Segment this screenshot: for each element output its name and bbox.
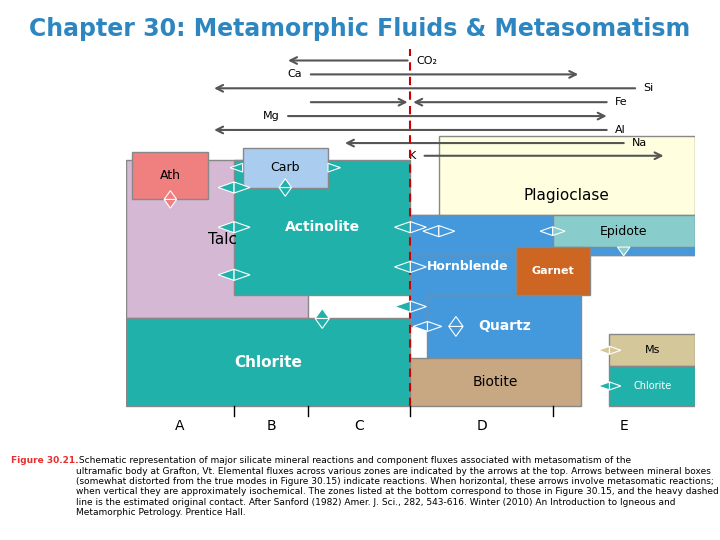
Bar xyxy=(516,247,590,295)
Polygon shape xyxy=(449,316,463,326)
Polygon shape xyxy=(218,269,234,280)
Bar xyxy=(428,295,581,358)
Polygon shape xyxy=(540,227,553,235)
Polygon shape xyxy=(328,163,341,172)
Text: Ms: Ms xyxy=(644,345,660,355)
Polygon shape xyxy=(279,179,292,187)
Text: CO₂: CO₂ xyxy=(416,56,437,65)
Text: B: B xyxy=(266,418,276,433)
Text: Na: Na xyxy=(632,138,647,148)
Text: Chlorite: Chlorite xyxy=(234,355,302,370)
Text: Schematic representation of major silicate mineral reactions and component fluxe: Schematic representation of major silica… xyxy=(76,456,719,517)
Text: Mg: Mg xyxy=(263,111,279,121)
Text: Hornblende: Hornblende xyxy=(426,260,508,273)
Polygon shape xyxy=(164,191,176,199)
Text: D: D xyxy=(476,418,487,433)
Polygon shape xyxy=(609,382,621,390)
Polygon shape xyxy=(395,221,410,233)
Polygon shape xyxy=(218,221,234,233)
Text: Si: Si xyxy=(644,83,654,93)
Bar xyxy=(410,215,720,255)
Polygon shape xyxy=(315,308,329,319)
Polygon shape xyxy=(410,301,426,312)
Text: Al: Al xyxy=(615,125,626,135)
Polygon shape xyxy=(315,319,329,328)
Bar xyxy=(439,136,695,255)
Polygon shape xyxy=(395,261,410,273)
Polygon shape xyxy=(449,326,463,336)
Text: Chlorite: Chlorite xyxy=(633,381,671,391)
Polygon shape xyxy=(410,261,426,273)
Bar xyxy=(126,319,410,406)
Bar xyxy=(132,152,209,199)
Polygon shape xyxy=(230,163,243,172)
Text: Actinolite: Actinolite xyxy=(284,220,360,234)
Polygon shape xyxy=(413,321,428,332)
Bar xyxy=(410,358,581,406)
Text: Plagioclase: Plagioclase xyxy=(524,188,610,203)
Polygon shape xyxy=(279,187,292,196)
Polygon shape xyxy=(164,199,176,208)
Bar xyxy=(234,160,410,295)
Text: Talc: Talc xyxy=(208,232,237,247)
Polygon shape xyxy=(395,301,410,312)
Polygon shape xyxy=(234,221,250,233)
Polygon shape xyxy=(618,247,630,256)
Polygon shape xyxy=(439,226,455,237)
Text: Garnet: Garnet xyxy=(531,266,574,276)
Polygon shape xyxy=(410,221,426,233)
Bar xyxy=(243,148,328,187)
Polygon shape xyxy=(609,346,621,354)
Bar xyxy=(126,160,308,319)
Polygon shape xyxy=(423,226,439,237)
Polygon shape xyxy=(553,227,565,235)
Bar xyxy=(609,334,695,366)
Polygon shape xyxy=(234,182,250,193)
Text: Chapter 30: Metamorphic Fluids & Metasomatism: Chapter 30: Metamorphic Fluids & Metasom… xyxy=(30,17,690,41)
Text: Biotite: Biotite xyxy=(473,375,518,389)
Text: Epidote: Epidote xyxy=(600,225,647,238)
Text: C: C xyxy=(354,418,364,433)
Polygon shape xyxy=(598,382,609,390)
Bar xyxy=(609,366,695,406)
Text: Ca: Ca xyxy=(288,70,302,79)
Text: E: E xyxy=(619,418,628,433)
Polygon shape xyxy=(234,269,250,280)
Text: K: K xyxy=(409,151,416,161)
Bar xyxy=(553,215,695,247)
Text: Quartz: Quartz xyxy=(478,320,531,333)
Polygon shape xyxy=(598,346,609,354)
Text: Figure 30.21.: Figure 30.21. xyxy=(11,456,78,465)
Text: Carb: Carb xyxy=(271,161,300,174)
Bar xyxy=(410,215,553,326)
Polygon shape xyxy=(428,321,441,332)
Polygon shape xyxy=(218,182,234,193)
Text: Fe: Fe xyxy=(615,97,628,107)
Text: A: A xyxy=(175,418,185,433)
Text: Ath: Ath xyxy=(160,169,181,182)
